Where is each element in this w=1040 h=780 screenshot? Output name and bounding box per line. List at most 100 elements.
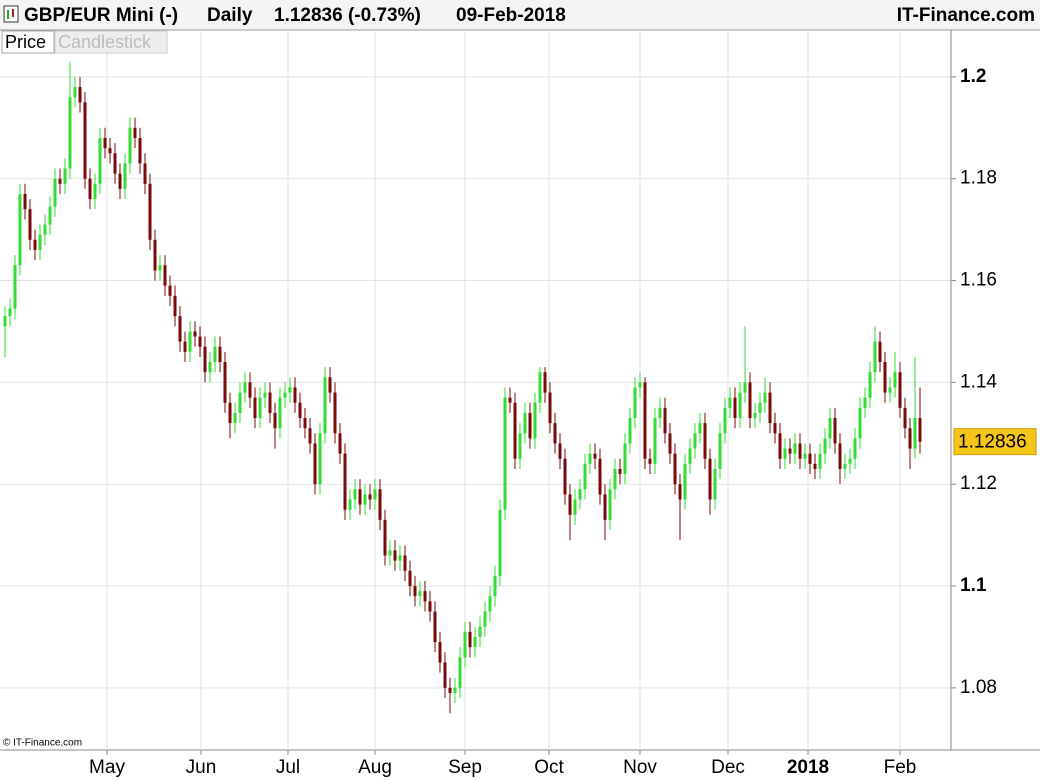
- candle-body: [678, 484, 682, 500]
- candle-body: [163, 265, 167, 286]
- candle-body: [623, 443, 627, 475]
- candle-body: [248, 382, 252, 398]
- tab[interactable]: [54, 30, 168, 54]
- candle-body: [798, 443, 802, 459]
- candle-body: [98, 137, 102, 184]
- period: Daily: [207, 5, 253, 26]
- header-bar: [0, 0, 1040, 30]
- candle-body: [113, 153, 117, 174]
- candle-body: [378, 489, 382, 520]
- candle-body: [793, 443, 797, 454]
- candle-body: [473, 636, 477, 648]
- candle-body: [398, 555, 402, 561]
- candle-body: [663, 407, 667, 434]
- candle-body: [353, 489, 357, 500]
- candle-body: [53, 178, 57, 207]
- candle-body: [658, 407, 662, 419]
- candle-body: [363, 494, 367, 505]
- candle-body: [308, 428, 312, 444]
- candle-body: [733, 397, 737, 419]
- x-tick-label: 2018: [787, 757, 829, 778]
- candle-body: [438, 642, 442, 663]
- candle-body: [223, 362, 227, 403]
- candle-body: [518, 433, 522, 459]
- candle-body: [818, 453, 822, 469]
- candle-body: [78, 87, 82, 103]
- candle-body: [533, 402, 537, 439]
- x-tick-label: Jun: [186, 757, 217, 778]
- candle-body: [713, 468, 717, 500]
- candle-body: [348, 499, 352, 510]
- candle-body: [448, 687, 452, 693]
- candle-body: [298, 402, 302, 419]
- x-tick-label: Oct: [534, 757, 564, 778]
- candle-body: [263, 392, 267, 398]
- candle-body: [653, 418, 657, 464]
- candle-body: [853, 438, 857, 459]
- x-tick-label: Aug: [358, 757, 392, 778]
- candle-body: [613, 468, 617, 490]
- candle-body: [498, 509, 502, 576]
- candle-body: [293, 387, 297, 403]
- last-price-label: 1.12836: [958, 432, 1027, 453]
- candle-body: [118, 173, 122, 189]
- candle-body: [523, 412, 527, 434]
- candle-body: [403, 555, 407, 571]
- tab-label[interactable]: Price: [5, 32, 46, 52]
- candle-body: [208, 362, 212, 373]
- candle-body: [753, 412, 757, 419]
- candle-body: [908, 428, 912, 449]
- candle-body: [578, 489, 582, 500]
- candle-body: [468, 631, 472, 648]
- candle-body: [683, 463, 687, 500]
- candle-body: [173, 295, 177, 317]
- y-tick-label: 1.14: [960, 371, 997, 392]
- candle-body: [688, 448, 692, 464]
- candle-body: [783, 448, 787, 459]
- candle-body: [593, 453, 597, 459]
- candle-body: [538, 372, 542, 403]
- candle-body: [723, 407, 727, 434]
- candle-body: [238, 392, 242, 413]
- candle-body: [493, 575, 497, 597]
- candle-body: [328, 377, 332, 393]
- candle-body: [428, 601, 432, 612]
- candle-body: [743, 382, 747, 393]
- candle-body: [558, 443, 562, 459]
- candle-body: [188, 331, 192, 352]
- candle-body: [673, 453, 677, 485]
- candle-body: [603, 494, 607, 520]
- candle-body: [48, 206, 52, 225]
- candle-body: [383, 519, 387, 556]
- candle-body: [828, 418, 832, 439]
- tab-label[interactable]: Candlestick: [58, 32, 152, 52]
- candle-body: [133, 127, 137, 138]
- candle-body: [433, 611, 437, 643]
- date: 09-Feb-2018: [456, 5, 566, 26]
- candle-body: [848, 458, 852, 464]
- candle-body: [873, 341, 877, 373]
- candle-body: [918, 418, 922, 442]
- candle-body: [338, 433, 342, 454]
- candle-body: [633, 387, 637, 419]
- brand: IT-Finance.com: [897, 5, 1035, 26]
- candle-body: [413, 586, 417, 597]
- candle-body: [408, 570, 412, 587]
- candle-body: [318, 433, 322, 485]
- candle-body: [513, 402, 517, 459]
- candle-body: [288, 387, 292, 393]
- candle-body: [773, 423, 777, 434]
- candle-body: [573, 499, 577, 515]
- candle-body: [508, 397, 512, 403]
- candle-body: [758, 402, 762, 413]
- candle-body: [28, 209, 32, 240]
- candle-body: [18, 193, 22, 266]
- candle-body: [203, 346, 207, 373]
- candle-body: [108, 148, 112, 154]
- tab[interactable]: [1, 30, 55, 54]
- candle-body: [43, 224, 47, 235]
- candle-body: [323, 377, 327, 434]
- candle-body: [738, 392, 742, 419]
